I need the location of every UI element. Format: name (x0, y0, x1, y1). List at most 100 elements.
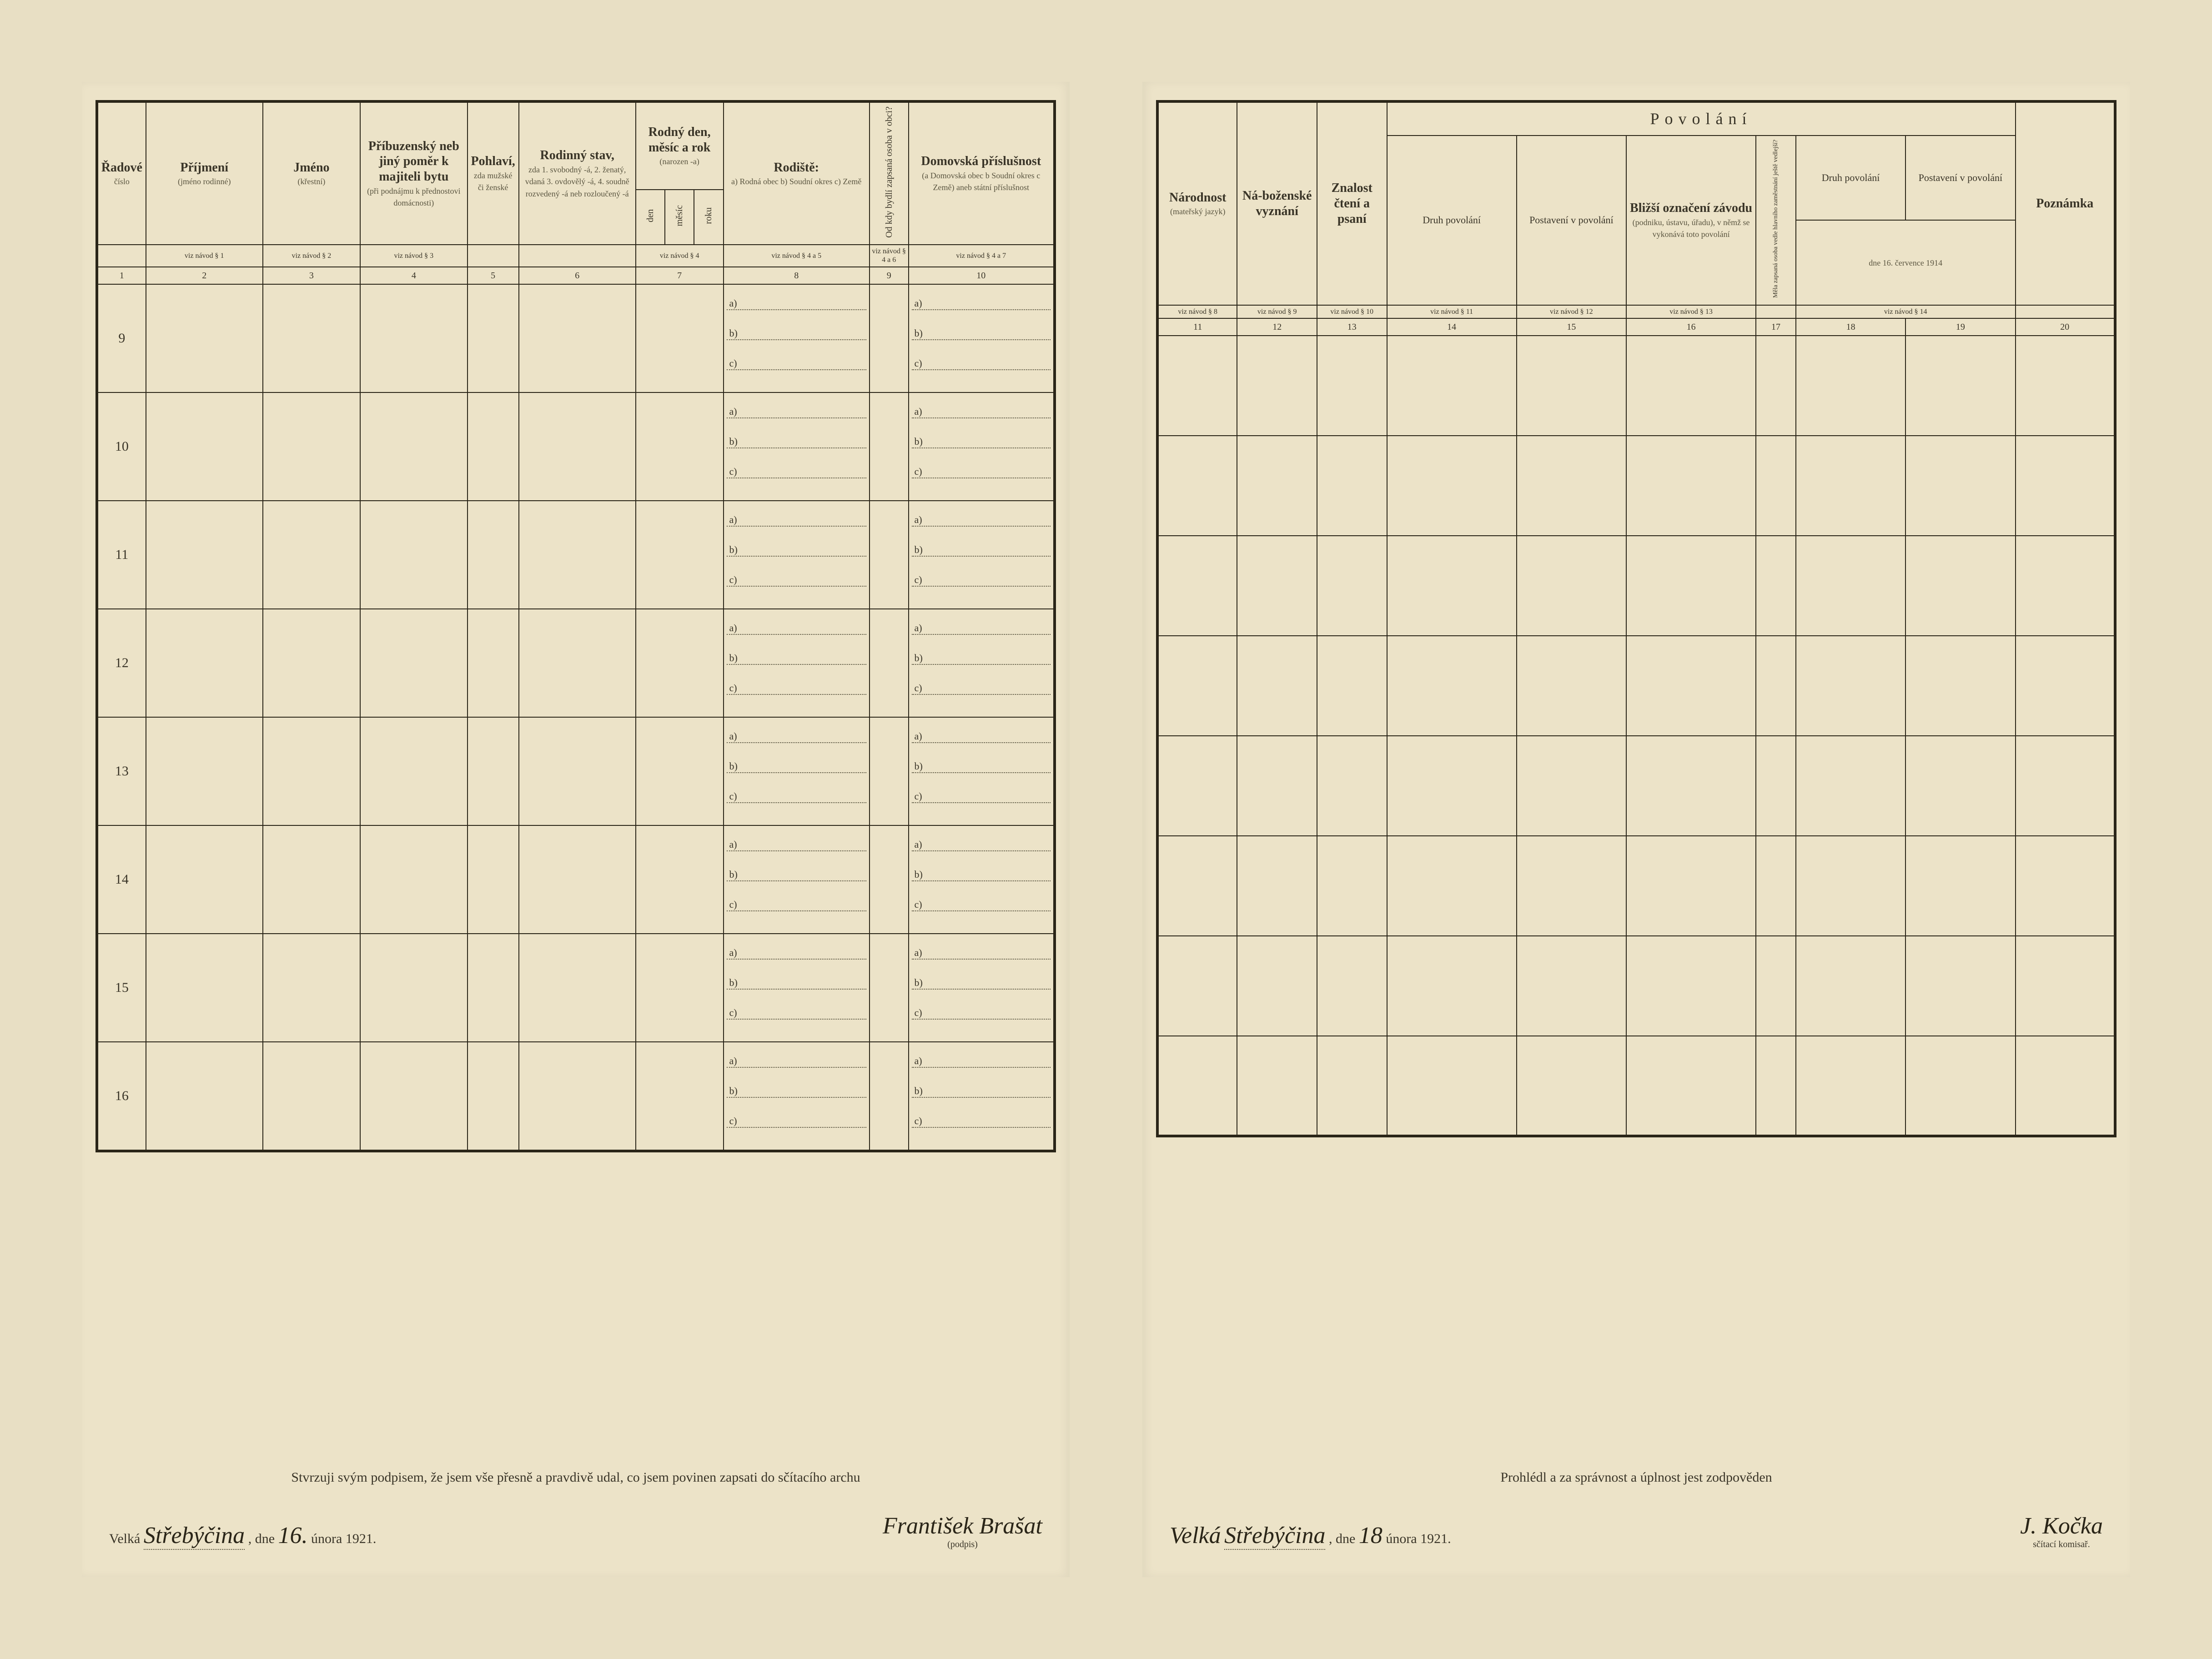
empty-cell (360, 717, 468, 825)
empty-cell (1756, 336, 1796, 436)
empty-cell (1626, 1036, 1756, 1136)
table-row: 16a)b)c)a)b)c) (97, 1042, 1055, 1151)
empty-cell (1796, 836, 1905, 936)
empty-cell (263, 717, 360, 825)
empty-cell (1157, 836, 1237, 936)
col2-title: Příjmení (180, 161, 228, 175)
empty-cell (1756, 436, 1796, 536)
empty-cell (1517, 836, 1626, 936)
table-row (1157, 1036, 2115, 1136)
empty-cell (263, 284, 360, 392)
empty-cell (636, 284, 724, 392)
empty-cell (146, 501, 263, 609)
abc-cell: a)b)c) (909, 934, 1055, 1042)
empty-cell (1157, 736, 1237, 836)
empty-cell (1905, 436, 2015, 536)
empty-cell (468, 825, 519, 934)
empty-cell (360, 284, 468, 392)
empty-cell (146, 717, 263, 825)
empty-cell (1796, 636, 1905, 736)
empty-cell (870, 717, 909, 825)
col8-sub: a) Rodná obec b) Soudní okres c) Země (731, 177, 861, 186)
empty-cell (1756, 536, 1796, 636)
empty-cell (1626, 436, 1756, 536)
empty-cell (1387, 1036, 1517, 1136)
empty-cell (1905, 736, 2015, 836)
col8-title: Rodiště: (774, 161, 819, 175)
empty-cell (1796, 736, 1905, 836)
empty-cell (1387, 336, 1517, 436)
col6-title: Rodinný stav, (540, 148, 614, 162)
empty-cell (1517, 536, 1626, 636)
table-row (1157, 636, 2115, 736)
empty-cell (360, 392, 468, 501)
empty-cell (1237, 1036, 1317, 1136)
empty-cell (636, 1042, 724, 1151)
row-number: 10 (97, 392, 146, 501)
empty-cell (263, 934, 360, 1042)
empty-cell (468, 392, 519, 501)
col10-title: Domovská příslušnost (921, 154, 1041, 168)
abc-cell: a)b)c) (909, 392, 1055, 501)
empty-cell (1626, 736, 1756, 836)
empty-cell (1905, 336, 2015, 436)
left-page: Řadové číslo Příjmení (jméno rodinné) Jm… (82, 82, 1070, 1577)
abc-cell: a)b)c) (909, 609, 1055, 717)
empty-cell (1626, 536, 1756, 636)
empty-cell (1237, 736, 1317, 836)
empty-cell (263, 609, 360, 717)
place-date-left: Velká Střebýčina , dne 16. února 1921. (109, 1522, 376, 1550)
empty-cell (1517, 436, 1626, 536)
empty-cell (1387, 436, 1517, 536)
povolani-header: Povolání (1387, 101, 2016, 136)
table-row: 10a)b)c)a)b)c) (97, 392, 1055, 501)
col11-title: Národnost (1169, 191, 1227, 205)
table-row (1157, 936, 2115, 1036)
col1-sub: číslo (114, 177, 130, 186)
empty-cell (2016, 836, 2115, 936)
empty-cell (870, 501, 909, 609)
empty-cell (519, 392, 636, 501)
table-header-right: Národnost (mateřský jazyk) Ná-boženské v… (1157, 101, 2115, 336)
empty-cell (1756, 636, 1796, 736)
abc-cell: a)b)c) (909, 501, 1055, 609)
empty-cell (2016, 536, 2115, 636)
col13-title: Znalost čtení a psaní (1332, 181, 1372, 226)
empty-cell (2016, 436, 2115, 536)
right-page: Národnost (mateřský jazyk) Ná-boženské v… (1142, 82, 2130, 1577)
abc-cell: a)b)c) (724, 501, 870, 609)
colnum-row-right: 11 12 13 14 15 16 17 18 19 20 (1157, 318, 2115, 336)
empty-cell (870, 392, 909, 501)
col6-sub: zda 1. svobodný -á, 2. ženatý, vdaná 3. … (525, 165, 629, 198)
table-body-left: 9a)b)c)a)b)c)10a)b)c)a)b)c)11a)b)c)a)b)c… (97, 284, 1055, 1151)
empty-cell (1387, 536, 1517, 636)
day-handwriting-left: 16. (278, 1523, 308, 1548)
table-row: 9a)b)c)a)b)c) (97, 284, 1055, 392)
table-row: 14a)b)c)a)b)c) (97, 825, 1055, 934)
table-row (1157, 336, 2115, 436)
empty-cell (636, 934, 724, 1042)
abc-cell: a)b)c) (724, 609, 870, 717)
empty-cell (468, 1042, 519, 1151)
empty-cell (263, 392, 360, 501)
empty-cell (1905, 1036, 2015, 1136)
empty-cell (263, 501, 360, 609)
empty-cell (146, 284, 263, 392)
empty-cell (1157, 436, 1237, 536)
empty-cell (1157, 636, 1237, 736)
col10-sub: (a Domovská obec b Soudní okres c Země) … (922, 171, 1040, 192)
empty-cell (146, 609, 263, 717)
empty-cell (519, 501, 636, 609)
abc-cell: a)b)c) (909, 825, 1055, 934)
empty-cell (1237, 836, 1317, 936)
col9-title: Od kdy bydlí zapsaná osoba v obci? (884, 106, 894, 238)
empty-cell (1756, 836, 1796, 936)
day-handwriting-right: 18 (1359, 1523, 1382, 1548)
col20-title: Poznámka (2036, 196, 2093, 211)
place-handwriting-right: Střebýčina (1224, 1522, 1325, 1550)
census-table-left: Řadové číslo Příjmení (jméno rodinné) Jm… (96, 100, 1056, 1152)
empty-cell (2016, 636, 2115, 736)
col17-title: Měla zapsaná osoba vedle hlavního zaměst… (1772, 140, 1779, 298)
attestation-left: Stvrzuji svým podpisem, že jsem vše přes… (109, 1470, 1042, 1485)
empty-cell (1157, 336, 1237, 436)
